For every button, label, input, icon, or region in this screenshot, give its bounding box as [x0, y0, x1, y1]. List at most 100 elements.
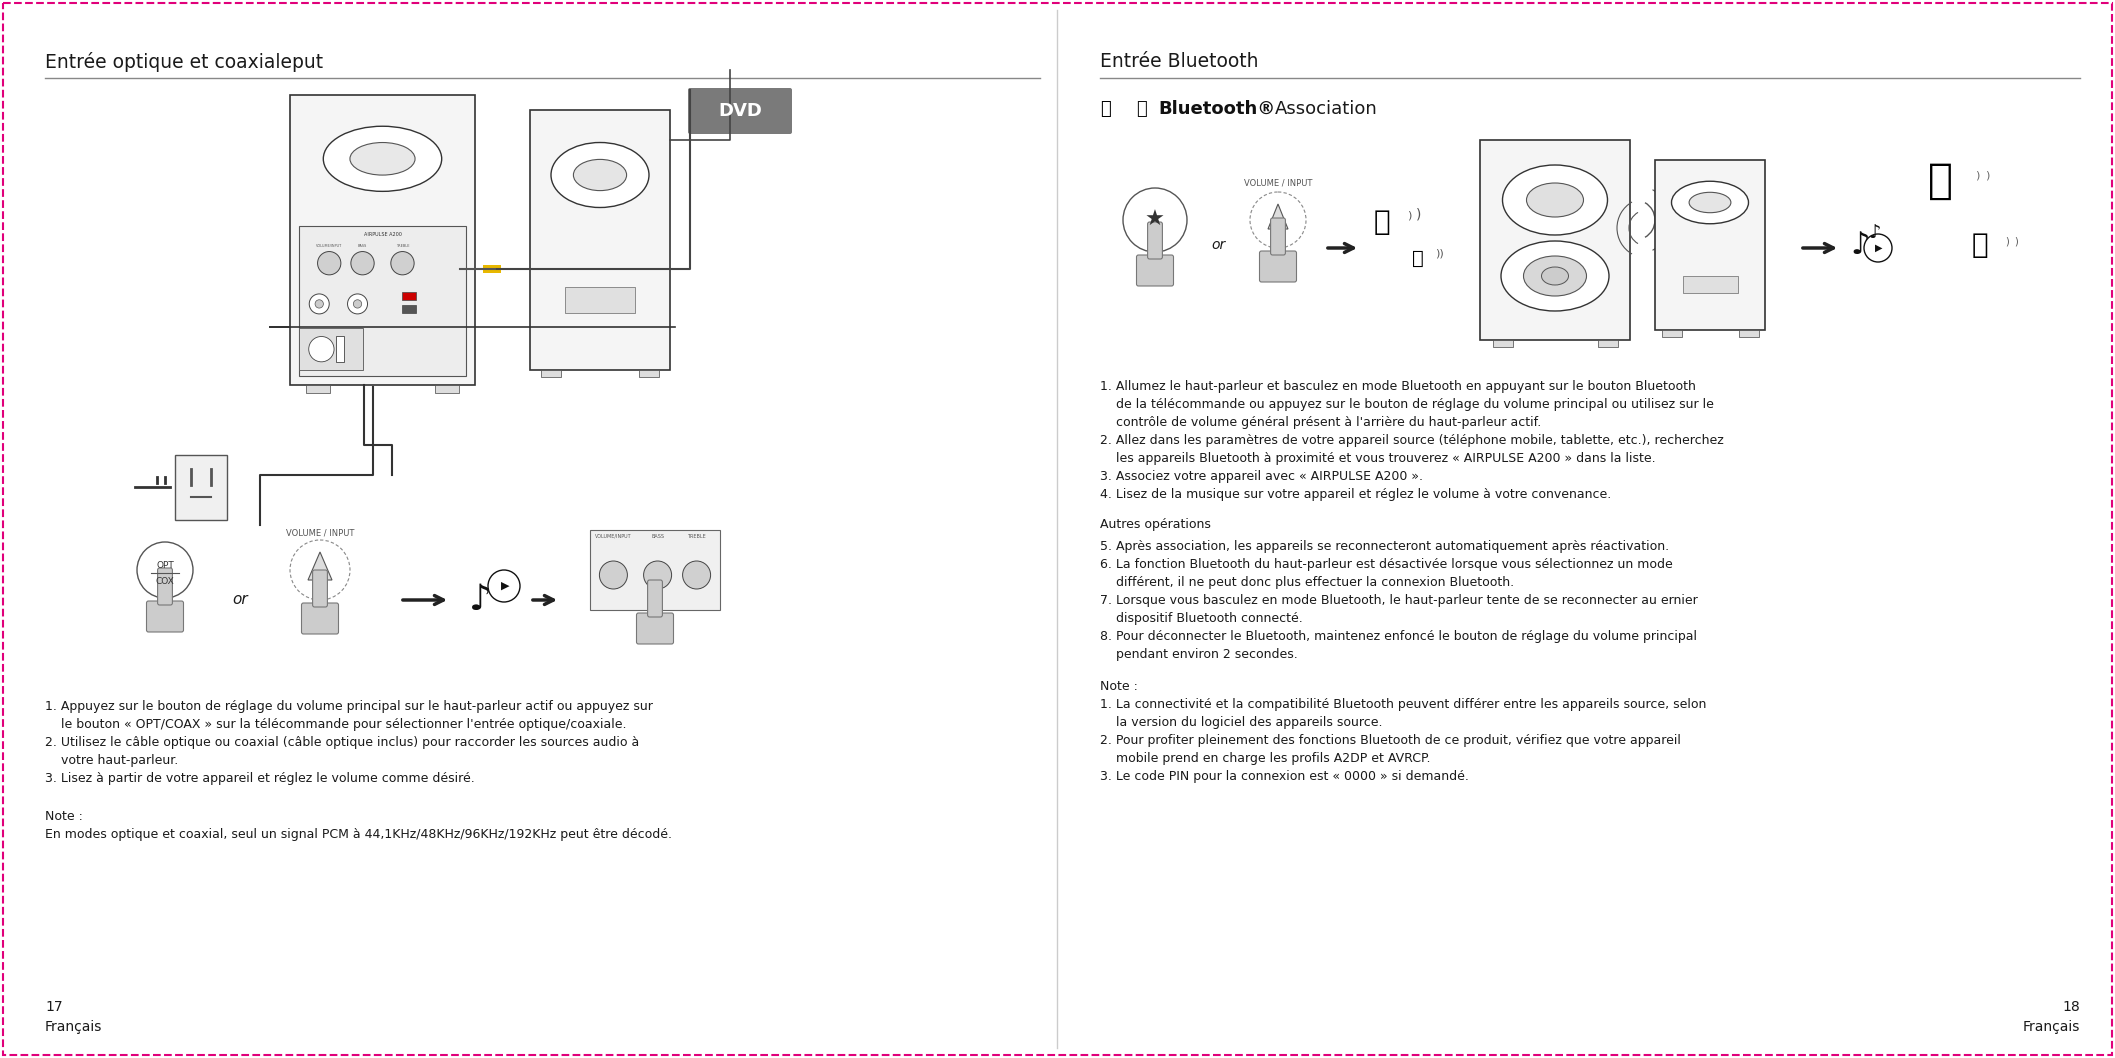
Bar [436, 385, 459, 393]
Text: ♪: ♪ [1851, 231, 1870, 259]
Text: différent, il ne peut donc plus effectuer la connexion Bluetooth.: différent, il ne peut donc plus effectue… [1100, 576, 1514, 589]
Circle shape [137, 542, 192, 598]
FancyBboxPatch shape [637, 613, 673, 644]
Text: ): ) [1417, 208, 1421, 222]
Text: TREBLE: TREBLE [687, 534, 706, 539]
Text: pendant environ 2 secondes.: pendant environ 2 secondes. [1100, 647, 1299, 661]
Text: contrôle de volume général présent à l'arrière du haut-parleur actif.: contrôle de volume général présent à l'a… [1100, 416, 1542, 428]
Bar [336, 336, 345, 362]
FancyBboxPatch shape [1480, 140, 1631, 340]
FancyBboxPatch shape [565, 287, 634, 313]
FancyBboxPatch shape [302, 603, 338, 634]
Text: 💻: 💻 [1927, 160, 1952, 202]
Text: Note :: Note : [44, 810, 82, 823]
Circle shape [353, 299, 362, 308]
Text: 📱: 📱 [1373, 208, 1390, 236]
Text: BASS: BASS [651, 534, 664, 539]
Circle shape [351, 252, 374, 275]
Text: OPT: OPT [157, 562, 173, 570]
Text: BASS: BASS [357, 243, 368, 248]
FancyBboxPatch shape [1148, 222, 1163, 259]
Text: ): ) [2005, 237, 2009, 247]
Text: 📱: 📱 [1971, 231, 1988, 259]
Ellipse shape [349, 143, 415, 175]
Text: 4. Lisez de la musique sur votre appareil et réglez le volume à votre convenance: 4. Lisez de la musique sur votre apparei… [1100, 488, 1612, 501]
Text: ♪: ♪ [470, 583, 491, 617]
Text: Autres opérations: Autres opérations [1100, 518, 1212, 531]
Polygon shape [1269, 204, 1288, 229]
Text: la version du logiciel des appareils source.: la version du logiciel des appareils sou… [1100, 716, 1383, 729]
Text: Entrée optique et coaxialeput: Entrée optique et coaxialeput [44, 52, 324, 72]
FancyBboxPatch shape [298, 225, 465, 377]
FancyBboxPatch shape [1656, 160, 1766, 330]
Text: Français: Français [44, 1020, 102, 1034]
Ellipse shape [1523, 256, 1586, 296]
Ellipse shape [1542, 267, 1569, 285]
FancyBboxPatch shape [176, 455, 226, 519]
Text: 3. Associez votre appareil avec « AIRPULSE A200 ».: 3. Associez votre appareil avec « AIRPUL… [1100, 470, 1423, 484]
FancyBboxPatch shape [531, 110, 670, 370]
Text: 2. Utilisez le câble optique ou coaxial (câble optique inclus) pour raccorder le: 2. Utilisez le câble optique ou coaxial … [44, 736, 639, 749]
Text: de la télécommande ou appuyez sur le bouton de réglage du volume principal ou ut: de la télécommande ou appuyez sur le bou… [1100, 398, 1713, 411]
Circle shape [1863, 234, 1893, 262]
Circle shape [1123, 188, 1187, 252]
Bar [1662, 330, 1681, 338]
Text: Bluetooth®: Bluetooth® [1159, 101, 1275, 118]
Text: En modes optique et coaxial, seul un signal PCM à 44,1KHz/48KHz/96KHz/192KHz peu: En modes optique et coaxial, seul un sig… [44, 828, 673, 841]
FancyBboxPatch shape [590, 530, 719, 610]
Ellipse shape [1671, 181, 1749, 223]
FancyBboxPatch shape [313, 570, 328, 607]
Text: votre haut-parleur.: votre haut-parleur. [44, 754, 178, 767]
FancyBboxPatch shape [146, 601, 184, 632]
Text: VOLUME / INPUT: VOLUME / INPUT [1244, 178, 1311, 187]
FancyBboxPatch shape [159, 568, 173, 605]
Bar [307, 385, 330, 393]
Bar [482, 264, 501, 273]
FancyBboxPatch shape [647, 580, 662, 617]
Text: 1. La connectivité et la compatibilité Bluetooth peuvent différer entre les appa: 1. La connectivité et la compatibilité B… [1100, 698, 1707, 711]
Bar [402, 305, 417, 313]
Text: 5. Après association, les appareils se reconnecteront automatiquement après réac: 5. Après association, les appareils se r… [1100, 540, 1669, 553]
Bar [1493, 340, 1512, 347]
Text: TREBLE: TREBLE [396, 243, 408, 248]
Circle shape [683, 561, 711, 589]
Text: 1. Allumez le haut-parleur et basculez en mode Bluetooth en appuyant sur le bout: 1. Allumez le haut-parleur et basculez e… [1100, 380, 1696, 393]
Ellipse shape [573, 160, 626, 190]
Text: les appareils Bluetooth à proximité et vous trouverez « AIRPULSE A200 » dans la : les appareils Bluetooth à proximité et v… [1100, 452, 1656, 466]
Text: 1. Appuyez sur le bouton de réglage du volume principal sur le haut-parleur acti: 1. Appuyez sur le bouton de réglage du v… [44, 700, 654, 713]
Text: dispositif Bluetooth connecté.: dispositif Bluetooth connecté. [1100, 612, 1303, 625]
Text: Note :: Note : [1100, 680, 1138, 693]
Text: ▶: ▶ [1876, 243, 1882, 253]
Text: 7. Lorsque vous basculez en mode Bluetooth, le haut-parleur tente de se reconnec: 7. Lorsque vous basculez en mode Bluetoo… [1100, 594, 1698, 607]
Text: 8. Pour déconnecter le Bluetooth, maintenez enfoncé le bouton de réglage du volu: 8. Pour déconnecter le Bluetooth, mainte… [1100, 630, 1696, 643]
Text: COX: COX [157, 577, 173, 585]
Text: or: or [233, 592, 247, 607]
Text: ): ) [1986, 170, 1990, 180]
Circle shape [309, 294, 330, 314]
Text: 6. La fonction Bluetooth du haut-parleur est désactivée lorsque vous sélectionne: 6. La fonction Bluetooth du haut-parleur… [1100, 558, 1673, 571]
Text: Entrée Bluetooth: Entrée Bluetooth [1100, 52, 1258, 71]
Text: ★: ★ [1144, 209, 1165, 230]
Text: le bouton « OPT/COAX » sur la télécommande pour sélectionner l'entrée optique/co: le bouton « OPT/COAX » sur la télécomman… [44, 718, 626, 731]
Circle shape [643, 561, 673, 589]
Bar [1739, 330, 1758, 338]
Bar [639, 370, 660, 377]
Text: ▶: ▶ [501, 581, 510, 591]
Text: Association: Association [1275, 101, 1377, 118]
Bar [1597, 340, 1618, 347]
Bar [402, 292, 417, 299]
Text: VOLUME/INPUT: VOLUME/INPUT [315, 243, 343, 248]
Polygon shape [309, 552, 332, 580]
Ellipse shape [1502, 241, 1610, 311]
Text: )): )) [1434, 249, 1445, 259]
Circle shape [1250, 191, 1305, 248]
Ellipse shape [309, 336, 334, 362]
Text: ♪: ♪ [1870, 222, 1880, 241]
Text: 17: 17 [44, 1000, 63, 1014]
Text: mobile prend en charge les profils A2DP et AVRCP.: mobile prend en charge les profils A2DP … [1100, 752, 1430, 765]
Text: 2. Pour profiter pleinement des fonctions Bluetooth de ce produit, vérifiez que : 2. Pour profiter pleinement des fonction… [1100, 734, 1681, 747]
Ellipse shape [1527, 183, 1584, 217]
Text: ⦿: ⦿ [1136, 101, 1146, 118]
FancyBboxPatch shape [290, 95, 476, 385]
Ellipse shape [1690, 193, 1730, 213]
